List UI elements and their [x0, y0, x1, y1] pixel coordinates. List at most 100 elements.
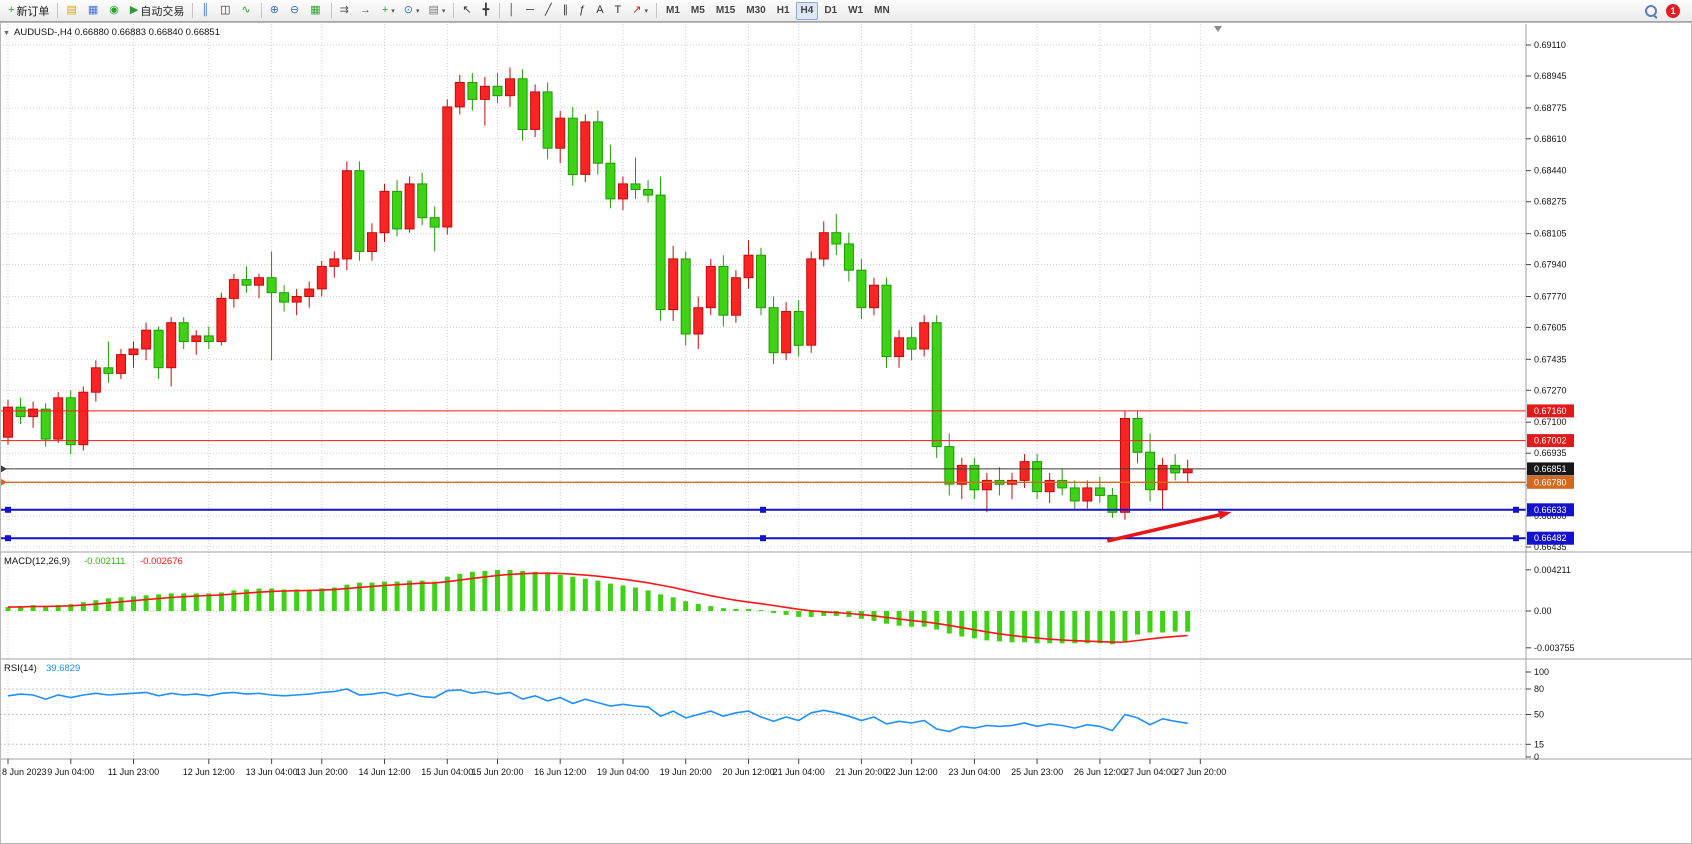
svg-text:100: 100: [1534, 667, 1549, 677]
zoom-out-icon-glyph: ⊖: [289, 4, 300, 16]
data-window-icon[interactable]: ▦: [84, 2, 104, 20]
fibonacci-icon[interactable]: ƒ: [575, 2, 591, 20]
toolbar-right: 1: [1644, 3, 1688, 18]
trendline-icon[interactable]: ╱: [541, 2, 558, 20]
time-axis[interactable]: 8 Jun 2023 9 Jun 04:00 11 Jun 23:00 12 Jun …: [2, 759, 1226, 777]
timeframe-mn-label: MN: [874, 5, 890, 16]
chart-candles-icon[interactable]: ◫: [216, 2, 236, 20]
timeframe-m5-label: M5: [690, 5, 705, 16]
timeframe-h1[interactable]: H1: [772, 2, 795, 20]
horizontal-line-icon[interactable]: ─: [522, 2, 540, 20]
svg-text:0.68945: 0.68945: [1534, 71, 1567, 81]
cursor-icon-glyph: ↖: [462, 4, 472, 16]
periods-button[interactable]: ⊙ ▾: [400, 2, 424, 20]
timeframe-m1[interactable]: M1: [661, 2, 685, 20]
candles-layer[interactable]: [3, 67, 1193, 520]
vertical-line-icon[interactable]: │: [504, 2, 521, 20]
templates-button-glyph: ▤: [428, 4, 439, 16]
svg-text:13 Jun 04:00: 13 Jun 04:00: [246, 767, 298, 777]
indicators-button[interactable]: + ▾: [378, 2, 399, 20]
timeframe-w1[interactable]: W1: [843, 2, 868, 20]
support-line-orange[interactable]: [0, 478, 1526, 487]
svg-text:0.67770: 0.67770: [1534, 292, 1567, 302]
timeframe-h4[interactable]: H4: [795, 1, 819, 20]
indicators-button-dropdown-icon[interactable]: ▾: [391, 7, 395, 15]
auto-scroll-icon[interactable]: ⇉: [336, 2, 355, 20]
navigator-icon[interactable]: ◉: [105, 2, 125, 20]
fibonacci-icon-glyph: ƒ: [579, 4, 586, 16]
price-scale[interactable]: 0.69110 0.68945 0.68775 0.68610 0.68440 0.682…: [1526, 40, 1575, 762]
auto-trading-button[interactable]: ▶ 自动交易: [126, 2, 188, 20]
toolbar-separator: [330, 3, 332, 18]
cursor-icon[interactable]: ↖: [458, 2, 477, 20]
trend-arrow[interactable]: [1107, 510, 1232, 543]
support-line-blue-2[interactable]: [0, 535, 1526, 542]
zoom-out-icon[interactable]: ⊖: [286, 2, 305, 20]
chart-shift-icon-glyph: →: [359, 4, 371, 16]
chart-line-icon[interactable]: ∿: [238, 2, 257, 20]
indicators-button-glyph: +: [381, 4, 389, 16]
svg-text:19 Jun 20:00: 19 Jun 20:00: [660, 767, 712, 777]
current-price-line-left-marker: [0, 464, 7, 473]
toolbar-separator: [499, 3, 501, 18]
svg-text:0.67605: 0.67605: [1534, 322, 1567, 332]
tile-windows-icon[interactable]: ▦: [306, 2, 326, 20]
svg-text:0.66935: 0.66935: [1534, 448, 1567, 458]
macd-signal-value: -0.002676: [140, 556, 183, 567]
timeframe-m15[interactable]: M15: [711, 2, 740, 20]
svg-text:80: 80: [1534, 684, 1544, 694]
timeframe-m5[interactable]: M5: [686, 2, 710, 20]
one-click-trading-toggle[interactable]: ▼: [3, 30, 10, 37]
crosshair-icon-glyph: ╋: [482, 4, 490, 16]
current-price-line[interactable]: [0, 464, 1526, 473]
templates-button[interactable]: ▤ ▾: [425, 2, 450, 20]
macd-title: MACD(12,26,9): [4, 556, 70, 567]
svg-text:0.68440: 0.68440: [1534, 166, 1567, 176]
chart-shift-icon[interactable]: →: [356, 2, 377, 20]
arrows-button-glyph: ↗: [632, 4, 642, 16]
templates-button-dropdown-icon[interactable]: ▾: [441, 7, 446, 15]
chart-bars-icon-glyph: ║: [201, 4, 210, 16]
svg-text:0.67270: 0.67270: [1534, 385, 1567, 395]
timeframe-m30[interactable]: M30: [741, 2, 770, 20]
support-line-blue-1[interactable]: [0, 506, 1526, 513]
text-icon[interactable]: A: [592, 2, 609, 20]
chart-bars-icon[interactable]: ║: [197, 2, 215, 20]
toolbar-separator: [192, 3, 194, 18]
channel-icon[interactable]: ∥: [559, 2, 575, 20]
support-line-orange-left-marker: [0, 478, 7, 487]
periods-button-dropdown-icon[interactable]: ▾: [415, 7, 420, 15]
zoom-in-icon[interactable]: ⊕: [266, 2, 285, 20]
text-label-icon[interactable]: T: [611, 2, 628, 20]
arrows-button-dropdown-icon[interactable]: ▾: [644, 7, 648, 15]
timeframe-m15-label: M15: [715, 5, 736, 16]
timeframe-m1-label: M1: [666, 5, 680, 16]
resistance-line-1-price-label: [1527, 404, 1574, 418]
chart-shift-marker[interactable]: [1214, 26, 1222, 32]
horizontal-line-icon-glyph: ─: [526, 4, 534, 16]
svg-text:0.66435: 0.66435: [1534, 542, 1567, 552]
periods-button-glyph: ⊙: [403, 4, 413, 16]
svg-text:15 Jun 20:00: 15 Jun 20:00: [471, 767, 523, 777]
auto-trading-button-glyph: ▶: [129, 4, 139, 16]
chart-background: [0, 22, 1692, 844]
svg-text:0.00: 0.00: [1534, 606, 1552, 616]
svg-text:22 Jun 12:00: 22 Jun 12:00: [886, 767, 938, 777]
new-order-button-label: 新订单: [16, 5, 50, 18]
new-order-button[interactable]: + 新订单: [4, 2, 53, 20]
svg-text:0.66780: 0.66780: [1534, 477, 1567, 487]
svg-text:15: 15: [1534, 739, 1544, 749]
arrows-button[interactable]: ↗ ▾: [628, 2, 652, 20]
timeframe-mn[interactable]: MN: [869, 2, 895, 20]
market-watch-icon[interactable]: ▤: [62, 2, 82, 20]
svg-text:9 Jun 04:00: 9 Jun 04:00: [47, 767, 94, 777]
crosshair-icon[interactable]: ╋: [479, 2, 496, 20]
chart-canvas[interactable]: 0.69110 0.68945 0.68775 0.68610 0.68440 0.682…: [0, 22, 1692, 844]
svg-text:20 Jun 12:00: 20 Jun 12:00: [722, 767, 774, 777]
timeframe-d1[interactable]: D1: [819, 2, 842, 20]
timeframe-m30-label: M30: [746, 5, 766, 16]
notification-badge[interactable]: 1: [1666, 3, 1680, 18]
search-icon[interactable]: [1644, 4, 1658, 18]
text-icon-glyph: A: [596, 4, 604, 16]
svg-text:0: 0: [1534, 752, 1539, 762]
